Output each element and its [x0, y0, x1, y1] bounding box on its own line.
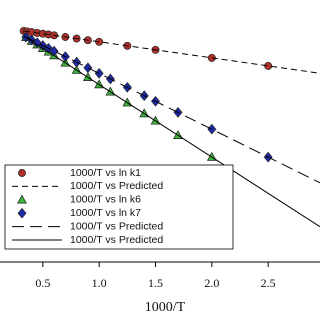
- legend-marker: [18, 169, 26, 177]
- point: [94, 68, 104, 79]
- legend-label: 1000/T vs Predicted: [70, 234, 163, 246]
- x-tick-label: 2.0: [204, 276, 219, 290]
- legend-label: 1000/T vs ln k1: [70, 167, 141, 179]
- line: [23, 30, 320, 74]
- legend-label: 1000/T vs ln k7: [70, 207, 141, 219]
- point: [83, 62, 93, 74]
- line: [23, 35, 320, 184]
- legend-box: [4, 164, 234, 250]
- point: [95, 37, 104, 46]
- x-tick-label: 1.0: [92, 276, 107, 290]
- x-axis-label: 1000/T: [145, 300, 186, 315]
- legend-label: 1000/T vs ln k6: [70, 194, 141, 206]
- x-tick-label: 0.5: [35, 276, 50, 290]
- point: [264, 61, 273, 70]
- line: [23, 35, 320, 228]
- legend-label: 1000/T vs Predicted: [70, 180, 163, 192]
- x-tick-label: 2.5: [261, 276, 276, 290]
- legend-marker: [17, 207, 27, 219]
- legend-marker: [17, 194, 27, 204]
- legend-label: 1000/T vs Predicted: [70, 220, 163, 232]
- x-tick-label: 1.5: [148, 276, 163, 290]
